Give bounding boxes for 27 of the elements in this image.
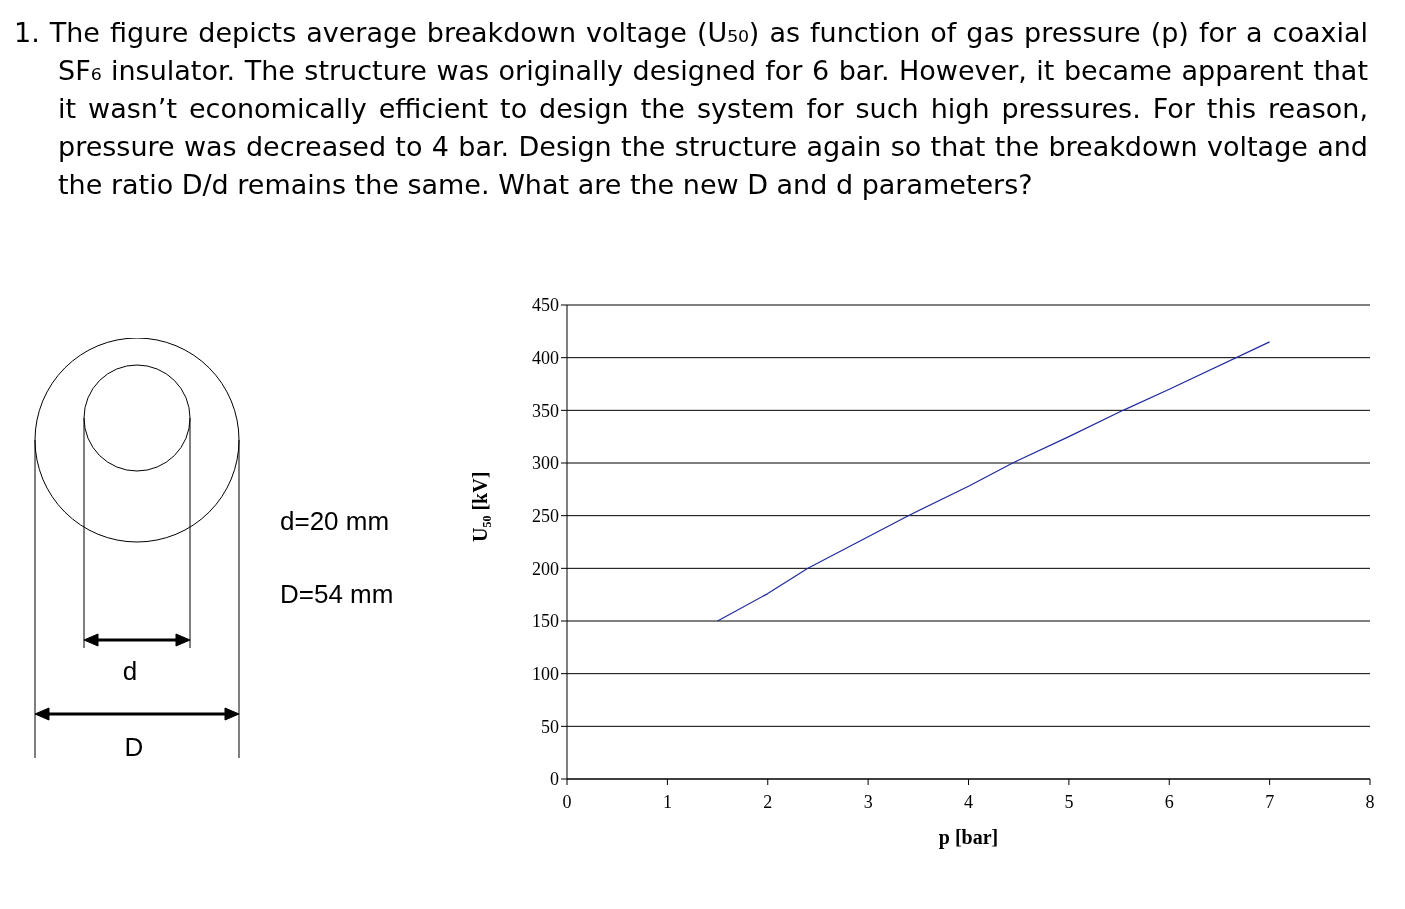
x-tick-label: 2 — [763, 791, 773, 812]
x-tick-label: 1 — [662, 791, 672, 812]
line-series — [716, 341, 1271, 622]
x-tick-label: 8 — [1365, 791, 1375, 812]
y-tick-label: 450 — [532, 295, 559, 316]
x-axis-title: p [bar] — [938, 826, 999, 849]
x-tick-label: 7 — [1265, 791, 1275, 812]
y-tick-label: 400 — [532, 348, 559, 369]
text: d=20 mm — [280, 506, 390, 537]
x-tick-label: 3 — [863, 791, 873, 812]
y-tick-label: 300 — [532, 453, 559, 474]
x-tick-label: 6 — [1164, 791, 1174, 812]
y-tick-label: 350 — [532, 400, 559, 421]
y-tick-label: 100 — [532, 664, 559, 685]
chart-title: 1. The figure depicts average breakdown voltage (U₅₀) as function of gas pressure (p) for a coaxial SF₆ insulator. The structure was originally designed for 6 bar. However, it became apparent that it wasn’t economically efficient to design the system for such high pressures. For this reason, pressure was decreased to 4 bar. Design the structure again so that the breakdown voltage and the ratio D/d remains the same. What are the new D and d parameters? — [13, 16, 1368, 202]
text: d — [122, 656, 138, 686]
y-axis-title: U₅₀ [kV] — [469, 471, 492, 542]
x-tick-label: 4 — [964, 791, 973, 812]
y-tick-label: 150 — [532, 611, 559, 632]
x-tick-label: 5 — [1064, 791, 1074, 812]
y-tick-label: 0 — [550, 769, 559, 790]
text: D — [124, 732, 144, 762]
text: D=54 mm — [280, 579, 394, 610]
y-tick-label: 250 — [532, 506, 559, 527]
y-tick-label: 200 — [532, 558, 559, 579]
x-tick-label: 0 — [562, 791, 572, 812]
y-tick-label: 50 — [541, 716, 559, 737]
